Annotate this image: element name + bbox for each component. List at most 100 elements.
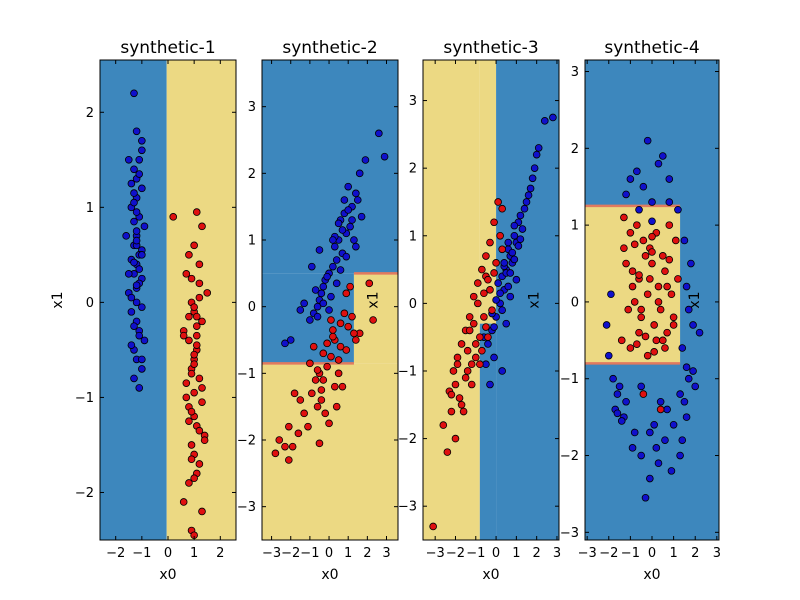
data-point-class-1 bbox=[319, 376, 328, 384]
data-point-class-1 bbox=[195, 374, 204, 383]
data-point-class-1 bbox=[474, 299, 482, 308]
data-point-class-1 bbox=[187, 369, 196, 378]
data-point-class-1 bbox=[463, 367, 472, 375]
data-point-class-0 bbox=[127, 308, 136, 316]
data-point-class-1 bbox=[275, 436, 284, 444]
data-point-class-0 bbox=[633, 167, 641, 176]
data-point-class-1 bbox=[492, 259, 500, 267]
data-point-class-0 bbox=[510, 231, 519, 240]
data-point-class-1 bbox=[447, 407, 456, 416]
data-point-class-1 bbox=[648, 248, 656, 256]
data-point-class-1 bbox=[195, 260, 204, 269]
decision-region-class-1 bbox=[479, 60, 497, 324]
data-point-class-1 bbox=[285, 422, 293, 431]
data-point-class-0 bbox=[516, 235, 525, 243]
data-point-class-1 bbox=[453, 353, 462, 362]
y-tick-label: 0 bbox=[409, 297, 417, 312]
data-point-class-0 bbox=[130, 89, 138, 98]
data-point-class-0 bbox=[344, 206, 352, 214]
data-point-class-0 bbox=[342, 252, 351, 261]
data-point-class-0 bbox=[138, 365, 146, 373]
x-axis-label: x0 bbox=[643, 567, 660, 583]
data-point-class-1 bbox=[334, 356, 343, 364]
data-point-class-1 bbox=[185, 336, 193, 345]
data-point-class-1 bbox=[369, 316, 377, 324]
x-axis-label: x0 bbox=[482, 567, 499, 583]
data-point-class-1 bbox=[467, 380, 476, 389]
data-point-class-1 bbox=[352, 336, 360, 344]
data-point-class-1 bbox=[453, 360, 462, 369]
data-point-class-1 bbox=[281, 442, 289, 451]
y-tick-label: 2 bbox=[409, 162, 417, 177]
data-point-class-0 bbox=[498, 367, 506, 375]
data-point-class-1 bbox=[620, 213, 628, 222]
data-point-class-1 bbox=[498, 204, 506, 213]
data-point-class-0 bbox=[132, 127, 141, 136]
data-point-class-0 bbox=[130, 217, 138, 226]
y-tick-label: 1 bbox=[248, 234, 256, 249]
data-point-class-1 bbox=[480, 289, 488, 298]
data-point-class-1 bbox=[469, 319, 478, 328]
data-point-class-0 bbox=[613, 409, 622, 418]
data-point-class-1 bbox=[630, 298, 639, 306]
data-point-class-1 bbox=[313, 402, 322, 411]
x-tick-label: 0 bbox=[492, 546, 500, 561]
data-point-class-1 bbox=[300, 409, 308, 418]
data-point-class-0 bbox=[353, 196, 362, 204]
axes-frame bbox=[261, 59, 399, 541]
decision-region-class-0 bbox=[496, 60, 559, 540]
data-point-class-1 bbox=[474, 279, 482, 287]
data-point-class-1 bbox=[628, 282, 637, 291]
data-point-class-0 bbox=[654, 459, 663, 468]
data-point-class-0 bbox=[676, 390, 684, 398]
data-point-class-0 bbox=[648, 217, 656, 226]
data-point-class-1 bbox=[195, 279, 204, 288]
data-point-class-0 bbox=[506, 292, 515, 301]
data-point-class-0 bbox=[652, 444, 661, 452]
data-point-class-0 bbox=[127, 341, 136, 349]
data-point-class-0 bbox=[510, 255, 519, 264]
data-point-class-1 bbox=[628, 267, 637, 276]
data-point-class-1 bbox=[306, 359, 314, 368]
data-point-class-0 bbox=[138, 303, 146, 311]
data-point-class-1 bbox=[185, 479, 193, 487]
data-point-class-1 bbox=[192, 208, 201, 216]
data-point-class-0 bbox=[132, 281, 141, 290]
data-point-class-1 bbox=[633, 221, 641, 229]
data-point-class-0 bbox=[665, 198, 674, 206]
x-tick-label: 2 bbox=[533, 546, 541, 561]
data-point-class-0 bbox=[682, 363, 691, 372]
data-point-class-1 bbox=[338, 382, 347, 391]
data-point-class-0 bbox=[361, 156, 370, 164]
data-point-class-1 bbox=[198, 507, 206, 516]
data-point-class-1 bbox=[344, 322, 352, 331]
data-point-class-1 bbox=[319, 349, 328, 358]
y-tick-label: 3 bbox=[409, 94, 417, 109]
data-point-class-1 bbox=[304, 422, 312, 431]
data-point-class-0 bbox=[344, 182, 352, 191]
subplot-title: synthetic-3 bbox=[443, 38, 538, 58]
data-point-class-1 bbox=[182, 393, 191, 402]
data-point-class-0 bbox=[516, 211, 525, 220]
data-point-class-1 bbox=[469, 292, 478, 301]
data-point-class-1 bbox=[451, 380, 460, 389]
data-point-class-0 bbox=[352, 242, 360, 251]
data-point-class-0 bbox=[695, 328, 704, 337]
data-point-class-0 bbox=[296, 306, 305, 314]
y-tick-label: −1 bbox=[75, 391, 94, 406]
data-point-class-1 bbox=[484, 333, 492, 341]
data-point-class-0 bbox=[524, 191, 533, 200]
y-tick-label: −3 bbox=[398, 500, 417, 515]
data-point-class-1 bbox=[198, 384, 206, 392]
data-point-class-1 bbox=[190, 350, 198, 359]
data-point-class-0 bbox=[502, 319, 511, 328]
plot-area bbox=[585, 60, 719, 540]
data-point-class-0 bbox=[630, 428, 639, 437]
data-point-class-1 bbox=[271, 449, 280, 458]
x-tick-label: −3 bbox=[578, 546, 597, 561]
y-axis-label: x1 bbox=[687, 291, 703, 308]
data-point-class-1 bbox=[465, 326, 474, 335]
data-point-class-1 bbox=[179, 498, 188, 506]
data-point-class-0 bbox=[325, 306, 333, 314]
